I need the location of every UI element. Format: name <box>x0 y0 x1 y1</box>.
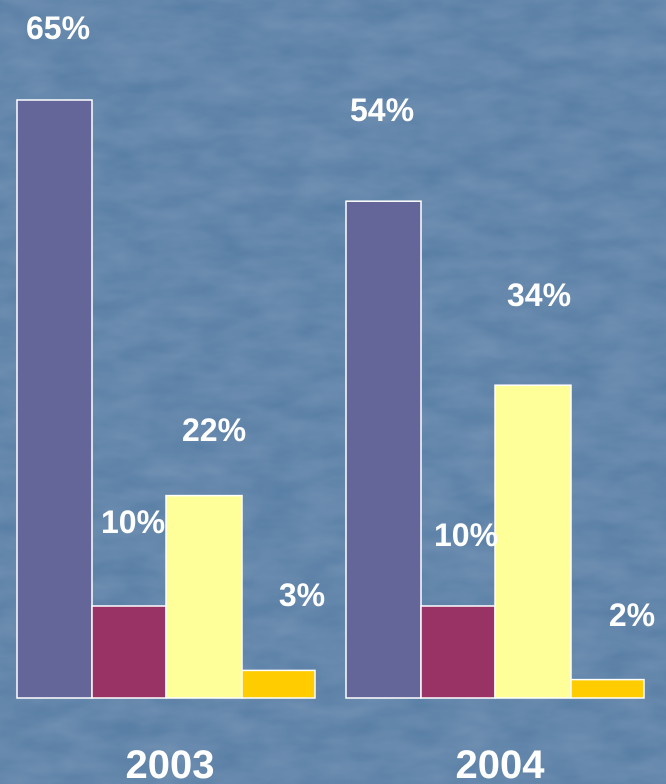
bar-2003-series-1 <box>16 99 93 699</box>
labels-layer: 65% 10% 22% 3% 2003 54% 10% 34% 2% 2004 <box>26 10 655 784</box>
data-label-2004-series-1: 54% <box>350 92 414 128</box>
bar-2004-series-4 <box>570 678 645 699</box>
data-label-2004-series-4: 2% <box>609 597 655 633</box>
bar-2003-series-4 <box>241 669 316 699</box>
bar-2003-series-3 <box>165 494 243 699</box>
data-label-2003-series-2: 10% <box>101 504 165 540</box>
data-label-2003-series-1: 65% <box>26 10 90 46</box>
bars-layer <box>16 99 645 699</box>
data-label-2003-series-4: 3% <box>279 577 325 613</box>
bar-2003-series-2 <box>91 605 167 699</box>
bar-2004-series-2 <box>420 605 496 699</box>
category-label-2004: 2004 <box>456 743 546 784</box>
data-label-2004-series-3: 34% <box>507 277 571 313</box>
data-label-2004-series-2: 10% <box>434 517 498 553</box>
bar-2004-series-3 <box>494 384 572 699</box>
data-label-2003-series-3: 22% <box>182 412 246 448</box>
bar-2004-series-1 <box>345 200 422 699</box>
category-label-2003: 2003 <box>126 743 215 784</box>
